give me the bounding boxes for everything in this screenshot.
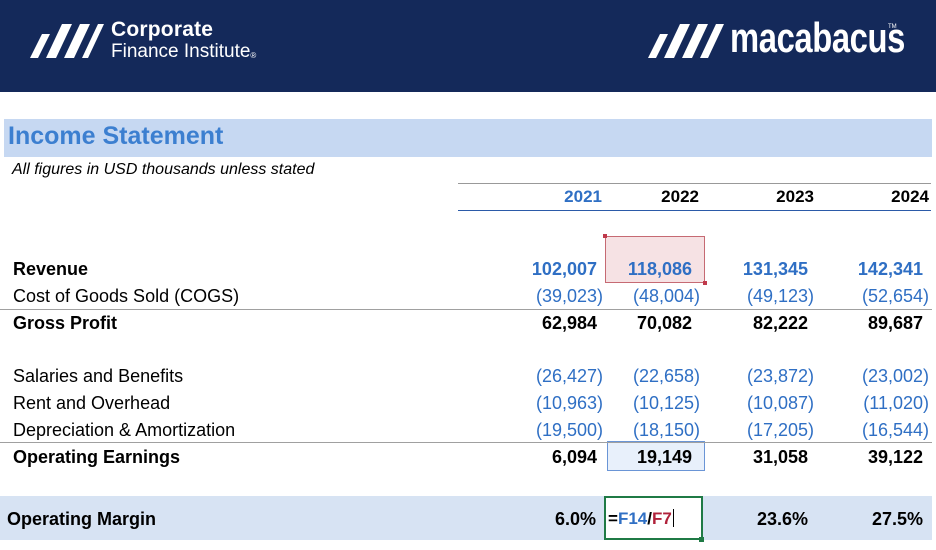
cell-cogs-2022[interactable]: (48,004) [632,286,700,306]
cell-op-margin-2024[interactable]: 27.5% [871,509,923,529]
macabacus-tm: TM [888,24,897,30]
cfi-wordmark: Corporate Finance Institute® [111,19,256,67]
cell-da-2022[interactable]: (18,150) [632,420,700,440]
cell-revenue-2024[interactable]: 142,341 [857,259,923,279]
cell-op-earnings-2021[interactable]: 6,094 [551,447,597,467]
cfi-name-line2-text: Finance Institute [111,41,251,62]
cell-op-margin-2021[interactable]: 6.0% [554,509,596,529]
row-label-revenue[interactable]: Revenue [13,259,89,279]
cell-rent-2024[interactable]: (11,020) [863,393,929,413]
cell-op-earnings-2024[interactable]: 39,122 [867,447,923,467]
cell-revenue-2021[interactable]: 102,007 [531,259,597,279]
cell-da-2021[interactable]: (19,500) [535,420,603,440]
row-label-operating-earnings[interactable]: Operating Earnings [13,447,181,467]
fill-handle[interactable] [699,537,704,542]
cell-da-2024[interactable]: (16,544) [861,420,929,440]
operating-earnings-rule [0,442,932,443]
cfi-logo-icon [30,24,104,58]
sheet-title[interactable]: Income Statement [8,122,224,150]
formula-ref-f14: F14 [617,509,648,528]
title-band [4,119,932,157]
cell-salaries-2024[interactable]: (23,002) [861,366,929,386]
formula-equals: = [608,509,618,528]
active-edit-cell[interactable] [604,496,703,540]
cell-revenue-2023[interactable]: 131,345 [742,259,808,279]
text-caret [672,509,674,527]
cell-gross-profit-2021[interactable]: 62,984 [541,313,597,333]
referenced-cell-f14[interactable] [607,441,705,471]
header-top-rule [458,183,931,184]
row-label-operating-margin[interactable]: Operating Margin [7,509,157,529]
operating-margin-band [0,496,932,540]
cell-da-2023[interactable]: (17,205) [746,420,814,440]
cell-cogs-2021[interactable]: (39,023) [535,286,603,306]
cell-cogs-2023[interactable]: (49,123) [746,286,814,306]
cell-rent-2023[interactable]: (10,087) [746,393,814,413]
cell-gross-profit-2023[interactable]: 82,222 [752,313,808,333]
cfi-name-line2: Finance Institute® [111,41,256,67]
cfi-reg-mark: ® [250,51,257,60]
year-header-2023[interactable]: 2023 [776,187,814,206]
header-bottom-rule [458,210,931,211]
formula-slash: / [647,509,652,528]
row-label-rent[interactable]: Rent and Overhead [13,393,171,413]
cell-gross-profit-2022[interactable]: 70,082 [636,313,692,333]
year-header-2021[interactable]: 2021 [564,187,602,206]
cell-op-earnings-2022[interactable]: 19,149 [636,447,692,467]
formula-ref-f7: F7 [651,509,672,528]
row-label-gross-profit[interactable]: Gross Profit [13,313,118,333]
cell-salaries-2023[interactable]: (23,872) [746,366,814,386]
cell-rent-2022[interactable]: (10,125) [632,393,700,413]
header-banner: Corporate Finance Institute® macabacus T… [0,0,936,92]
cell-salaries-2022[interactable]: (22,658) [632,366,700,386]
cell-salaries-2021[interactable]: (26,427) [535,366,603,386]
cfi-name-line1: Corporate [111,18,214,41]
cell-op-margin-2023[interactable]: 23.6% [756,509,808,529]
cell-rent-2021[interactable]: (10,963) [535,393,603,413]
cell-formula[interactable]: =F14/F7 [608,509,674,529]
referenced-cell-f7[interactable] [603,234,707,285]
gross-profit-rule [0,309,932,310]
macabacus-logo-icon [648,24,724,58]
row-label-salaries[interactable]: Salaries and Benefits [13,366,184,386]
cell-revenue-2022[interactable]: 118,086 [627,259,692,279]
cell-cogs-2024[interactable]: (52,654) [861,286,929,306]
year-header-2022[interactable]: 2022 [661,187,699,206]
row-label-cogs[interactable]: Cost of Goods Sold (COGS) [13,286,240,306]
cell-op-earnings-2023[interactable]: 31,058 [752,447,808,467]
row-label-da[interactable]: Depreciation & Amortization [13,420,236,440]
year-header-2024[interactable]: 2024 [891,187,929,206]
cell-gross-profit-2024[interactable]: 89,687 [867,313,923,333]
sheet-subtitle[interactable]: All figures in USD thousands unless stat… [12,161,315,178]
macabacus-wordmark: macabacus [730,14,905,61]
